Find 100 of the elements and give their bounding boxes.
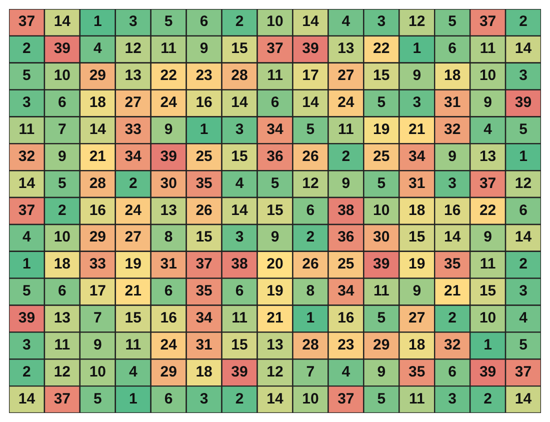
data-label: 15 (408, 228, 426, 246)
data-label: 21 (444, 282, 461, 300)
data-label: 12 (302, 174, 319, 192)
data-label: 39 (18, 309, 36, 326)
data-label: 2 (519, 256, 528, 273)
data-label: 3 (412, 94, 422, 112)
data-label: 10 (54, 67, 71, 84)
data-label: 16 (160, 309, 177, 326)
data-label: 21 (266, 309, 284, 326)
data-label: 8 (164, 228, 173, 246)
data-label: 15 (373, 67, 390, 84)
data-label: 27 (408, 309, 426, 326)
data-label: 11 (267, 67, 283, 84)
data-label: 35 (408, 363, 426, 380)
data-label: 3 (519, 67, 528, 84)
data-label: 28 (231, 67, 248, 84)
data-label: 39 (231, 363, 248, 380)
data-label: 24 (124, 202, 142, 219)
data-label: 16 (338, 309, 354, 326)
data-label: 4 (128, 363, 138, 380)
data-label: 14 (266, 390, 284, 408)
data-label: 11 (480, 256, 496, 273)
data-label: 34 (338, 282, 355, 300)
data-label: 35 (196, 282, 212, 300)
data-label: 2 (235, 390, 244, 408)
data-label: 6 (270, 94, 280, 112)
data-label: 1 (94, 13, 102, 30)
data-label: 3 (235, 120, 244, 138)
data-label: 18 (444, 67, 461, 84)
data-label: 38 (231, 256, 248, 273)
data-label: 36 (338, 228, 354, 246)
data-label: 12 (514, 174, 532, 192)
data-label: 29 (160, 363, 177, 380)
data-label: 11 (18, 120, 35, 138)
data-label: 7 (58, 120, 66, 138)
data-label: 8 (306, 282, 315, 300)
data-label: 26 (196, 202, 212, 219)
data-label: 9 (412, 282, 422, 300)
data-label: 12 (54, 363, 71, 380)
data-label: 7 (306, 363, 315, 380)
data-label: 11 (54, 336, 70, 354)
data-label: 18 (408, 336, 426, 354)
data-label: 10 (479, 67, 496, 84)
data-label: 5 (270, 174, 280, 192)
data-label: 9 (94, 336, 102, 354)
data-label: 6 (448, 40, 456, 58)
data-label: 37 (54, 390, 71, 408)
data-label: 16 (196, 94, 212, 112)
data-label: 4 (519, 309, 528, 326)
data-label: 7 (94, 309, 102, 326)
data-label: 35 (444, 256, 461, 273)
data-label: 10 (89, 363, 106, 380)
data-label: 13 (160, 202, 177, 219)
data-label: 37 (479, 13, 496, 30)
data-label: 22 (479, 202, 496, 219)
data-label: 31 (444, 94, 461, 112)
data-label: 2 (128, 174, 138, 192)
data-label: 6 (164, 282, 173, 300)
data-label: 24 (160, 94, 178, 112)
data-label: 4 (22, 228, 32, 246)
data-label: 1 (519, 148, 528, 165)
data-label: 14 (444, 228, 462, 246)
data-label: 3 (448, 390, 456, 408)
data-label: 15 (266, 202, 284, 219)
data-label: 15 (231, 40, 248, 58)
data-label: 3 (519, 282, 528, 300)
data-label: 18 (89, 94, 106, 112)
data-label: 3 (22, 94, 31, 112)
data-label: 9 (270, 228, 280, 246)
data-label: 17 (89, 282, 106, 300)
data-label: 5 (22, 282, 31, 300)
data-label: 2 (235, 13, 244, 30)
data-label: 24 (160, 336, 178, 354)
data-label: 10 (266, 13, 284, 30)
data-label: 21 (124, 282, 142, 300)
data-label: 5 (22, 67, 31, 84)
data-label: 5 (377, 94, 386, 112)
data-label: 11 (160, 40, 177, 58)
data-label: 4 (484, 120, 493, 138)
data-label: 15 (231, 148, 248, 165)
data-label: 1 (484, 336, 492, 354)
data-label: 19 (408, 256, 426, 273)
data-label: 20 (266, 256, 284, 273)
data-label: 1 (306, 309, 315, 326)
data-label: 13 (479, 148, 496, 165)
data-label: 37 (479, 174, 496, 192)
data-label: 9 (412, 67, 422, 84)
data-label: 5 (164, 13, 173, 30)
data-label: 9 (342, 174, 350, 192)
data-label: 2 (22, 40, 31, 58)
data-label: 5 (306, 120, 315, 138)
data-label: 14 (302, 94, 320, 112)
data-label: 14 (54, 13, 72, 30)
data-label: 2 (342, 148, 350, 165)
data-label: 22 (160, 67, 177, 84)
data-label: 9 (484, 94, 492, 112)
data-label: 25 (373, 148, 390, 165)
data-label: 35 (196, 174, 212, 192)
data-label: 6 (519, 202, 528, 219)
data-label: 13 (124, 67, 142, 84)
